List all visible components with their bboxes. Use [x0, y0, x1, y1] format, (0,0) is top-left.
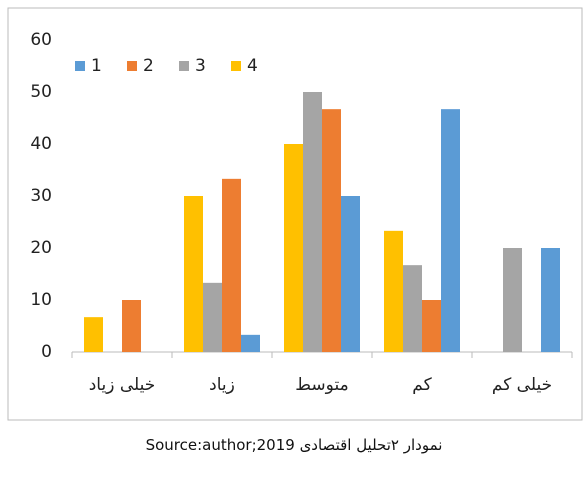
legend-label: 2: [143, 56, 154, 76]
bar: [284, 144, 303, 352]
chart: 0 10 20 30 40 50 60 خیلی کم کم متوسط زیاد خیلی زیاد…: [7, 7, 583, 421]
legend-swatch: [231, 61, 241, 71]
bar: [503, 248, 522, 352]
bar: [222, 178, 241, 352]
legend-label: 3: [195, 56, 206, 76]
bar: [441, 109, 460, 352]
legend-swatch: [127, 61, 137, 71]
y-tick-label: 30: [30, 186, 52, 206]
legend-swatch: [179, 61, 189, 71]
caption: نمودار ۲تحلیل اقتصادی Source:author;2019: [145, 436, 443, 454]
legend-swatch: [75, 61, 85, 71]
y-tick-label: 10: [30, 290, 52, 310]
y-tick-label: 0: [41, 342, 52, 362]
bar: [422, 300, 441, 352]
x-tick-label: خیلی زیاد: [89, 375, 156, 395]
y-tick-label: 20: [30, 238, 52, 258]
bar: [241, 334, 260, 352]
y-tick-label: 40: [30, 134, 52, 154]
bar: [341, 196, 360, 352]
bar: [303, 92, 322, 352]
chart-frame: [7, 7, 583, 421]
legend-label: 1: [91, 56, 102, 76]
bar: [403, 265, 422, 352]
y-tick-label: 60: [30, 30, 52, 50]
x-tick-label: زیاد: [209, 375, 235, 395]
legend-label: 4: [247, 56, 258, 76]
bar: [84, 317, 103, 352]
bar: [122, 300, 141, 352]
x-tick-label: خیلی کم: [492, 375, 552, 395]
bar: [384, 230, 403, 352]
x-tick-label: متوسط: [295, 375, 348, 395]
x-tick-label: کم: [412, 375, 432, 395]
bar: [184, 196, 203, 352]
y-tick-label: 50: [30, 82, 52, 102]
bar: [203, 282, 222, 352]
bar: [541, 248, 560, 352]
bar: [322, 109, 341, 352]
